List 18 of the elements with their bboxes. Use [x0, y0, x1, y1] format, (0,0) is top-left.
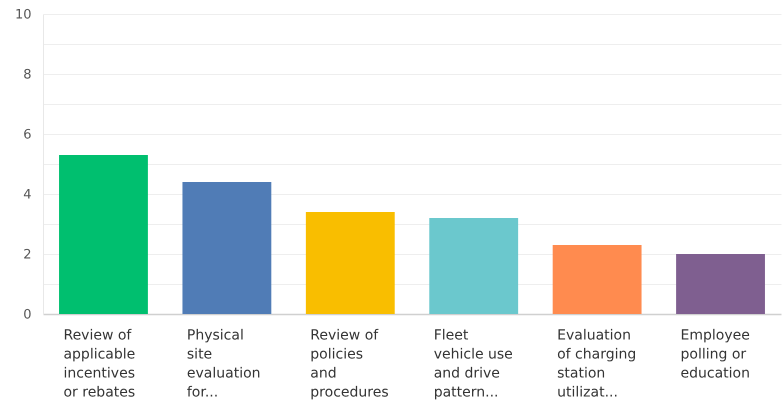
- x-tick-label: Evaluation of charging station utilizat...: [557, 328, 636, 400]
- y-tick-label: 4: [23, 188, 32, 202]
- x-tick-label: Employee polling or education: [680, 328, 750, 382]
- y-tick-label: 8: [23, 68, 32, 82]
- x-tick-label: Review of policies and procedures: [310, 328, 389, 400]
- x-tick-label: Fleet vehicle use and drive pattern...: [434, 328, 513, 400]
- bar: [429, 218, 518, 314]
- bar: [59, 155, 148, 314]
- bar: [552, 245, 642, 314]
- y-tick-label: 0: [23, 308, 32, 322]
- y-tick-label: 6: [23, 128, 32, 142]
- x-tick-label: Physical site evaluation for...: [186, 328, 261, 400]
- y-tick-label: 2: [23, 248, 32, 262]
- bar: [306, 212, 395, 314]
- x-tick-label: Review of applicable incentives or rebates: [63, 328, 136, 400]
- bar: [676, 254, 765, 314]
- y-tick-label: 10: [14, 8, 32, 22]
- bar: [182, 182, 272, 314]
